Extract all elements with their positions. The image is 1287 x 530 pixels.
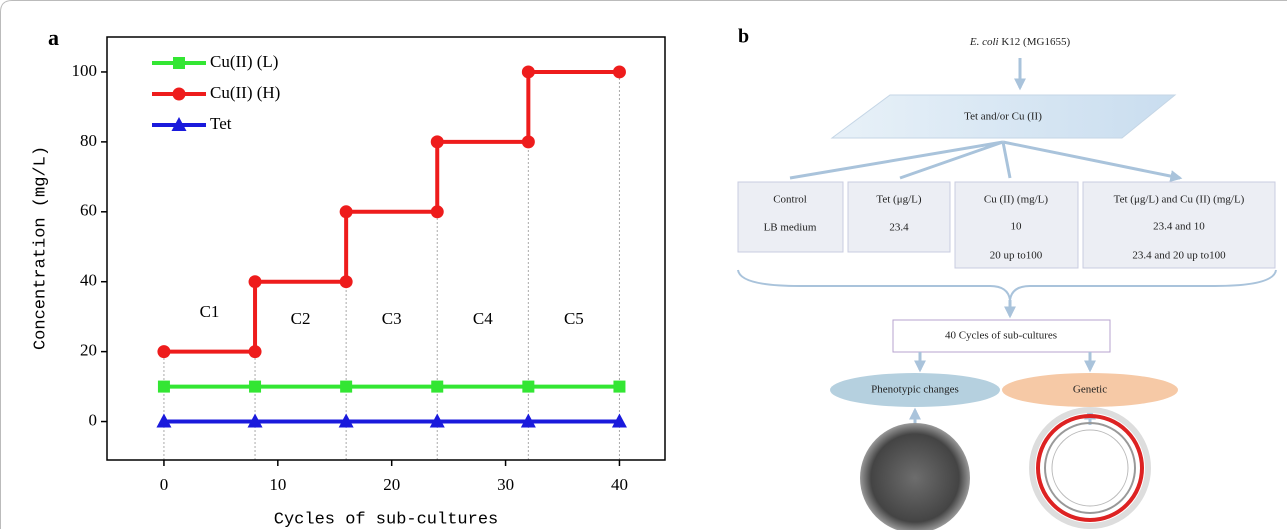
y-tick-label: 60 bbox=[80, 201, 97, 220]
x-axis-label: Cycles of sub-cultures bbox=[274, 510, 498, 529]
marker bbox=[173, 88, 186, 101]
marker bbox=[613, 381, 625, 393]
annotation: C4 bbox=[473, 309, 493, 328]
legend-label: Cu(II) (L) bbox=[210, 52, 278, 71]
plot-frame bbox=[107, 37, 665, 460]
arrow bbox=[790, 142, 1180, 178]
annotation: C3 bbox=[382, 309, 402, 328]
y-tick-label: 100 bbox=[72, 61, 98, 80]
x-tick-label: 0 bbox=[160, 475, 169, 494]
group-text: Cu (II) (mg/L) bbox=[984, 194, 1048, 206]
x-tick-label: 20 bbox=[383, 475, 400, 494]
y-tick-label: 40 bbox=[80, 271, 97, 290]
diagram: b E. coli K12 (MG1655) Tet and/or Cu (II… bbox=[738, 26, 1276, 530]
annotation: C5 bbox=[564, 309, 584, 328]
brace bbox=[738, 270, 1276, 300]
x-tick-label: 10 bbox=[269, 475, 286, 494]
strain: K12 (MG1655) bbox=[1001, 36, 1070, 48]
marker bbox=[158, 381, 170, 393]
marker bbox=[522, 65, 535, 78]
group-text: Tet (μg/L) and Cu (II) (mg/L) bbox=[1114, 194, 1245, 206]
outcome-label: Genetic bbox=[1073, 384, 1107, 396]
marker bbox=[340, 205, 353, 218]
marker bbox=[340, 381, 352, 393]
cycles-label: 40 Cycles of sub-cultures bbox=[945, 330, 1057, 342]
legend-label: Cu(II) (H) bbox=[210, 83, 280, 102]
marker bbox=[613, 65, 626, 78]
group-text: Control bbox=[773, 194, 807, 206]
figure: a Concentration (mg/L) Cycles of sub-cul… bbox=[0, 0, 1287, 530]
marker bbox=[249, 345, 262, 358]
group-text: 23.4 and 10 bbox=[1153, 221, 1205, 233]
group-text: 20 up to100 bbox=[990, 250, 1043, 262]
marker bbox=[173, 57, 185, 69]
group-box bbox=[848, 182, 950, 252]
panel-label: a bbox=[48, 25, 59, 50]
source-label: E. coli K12 (MG1655) bbox=[969, 36, 1071, 48]
y-axis-label: Concentration (mg/L) bbox=[31, 146, 50, 350]
marker bbox=[431, 381, 443, 393]
organism: E. coli bbox=[969, 36, 999, 48]
marker bbox=[340, 275, 353, 288]
legend-label: Tet bbox=[210, 114, 232, 133]
annotation: C1 bbox=[200, 302, 220, 321]
y-tick-label: 80 bbox=[80, 131, 97, 150]
petri-dish bbox=[860, 423, 970, 530]
y-tick-label: 0 bbox=[89, 410, 98, 429]
y-tick-label: 20 bbox=[80, 341, 97, 360]
marker bbox=[522, 381, 534, 393]
x-tick-label: 40 bbox=[611, 475, 628, 494]
x-tick-label: 30 bbox=[497, 475, 514, 494]
treatment-label: Tet and/or Cu (II) bbox=[964, 111, 1042, 123]
marker bbox=[249, 275, 262, 288]
outcome-label: Phenotypic changes bbox=[871, 384, 959, 396]
marker bbox=[431, 205, 444, 218]
group-text: 23.4 bbox=[889, 222, 909, 234]
annotation: C2 bbox=[291, 309, 311, 328]
group-text: 10 bbox=[1011, 221, 1023, 233]
marker bbox=[431, 135, 444, 148]
group-text: LB medium bbox=[764, 222, 817, 234]
marker bbox=[249, 381, 261, 393]
group-text: 23.4 and 20 up to100 bbox=[1132, 250, 1226, 262]
marker bbox=[522, 135, 535, 148]
marker bbox=[157, 345, 170, 358]
panel-label: b bbox=[738, 26, 749, 48]
group-text: Tet (μg/L) bbox=[876, 194, 921, 206]
group-box bbox=[738, 182, 843, 252]
genome-map bbox=[1032, 410, 1148, 526]
